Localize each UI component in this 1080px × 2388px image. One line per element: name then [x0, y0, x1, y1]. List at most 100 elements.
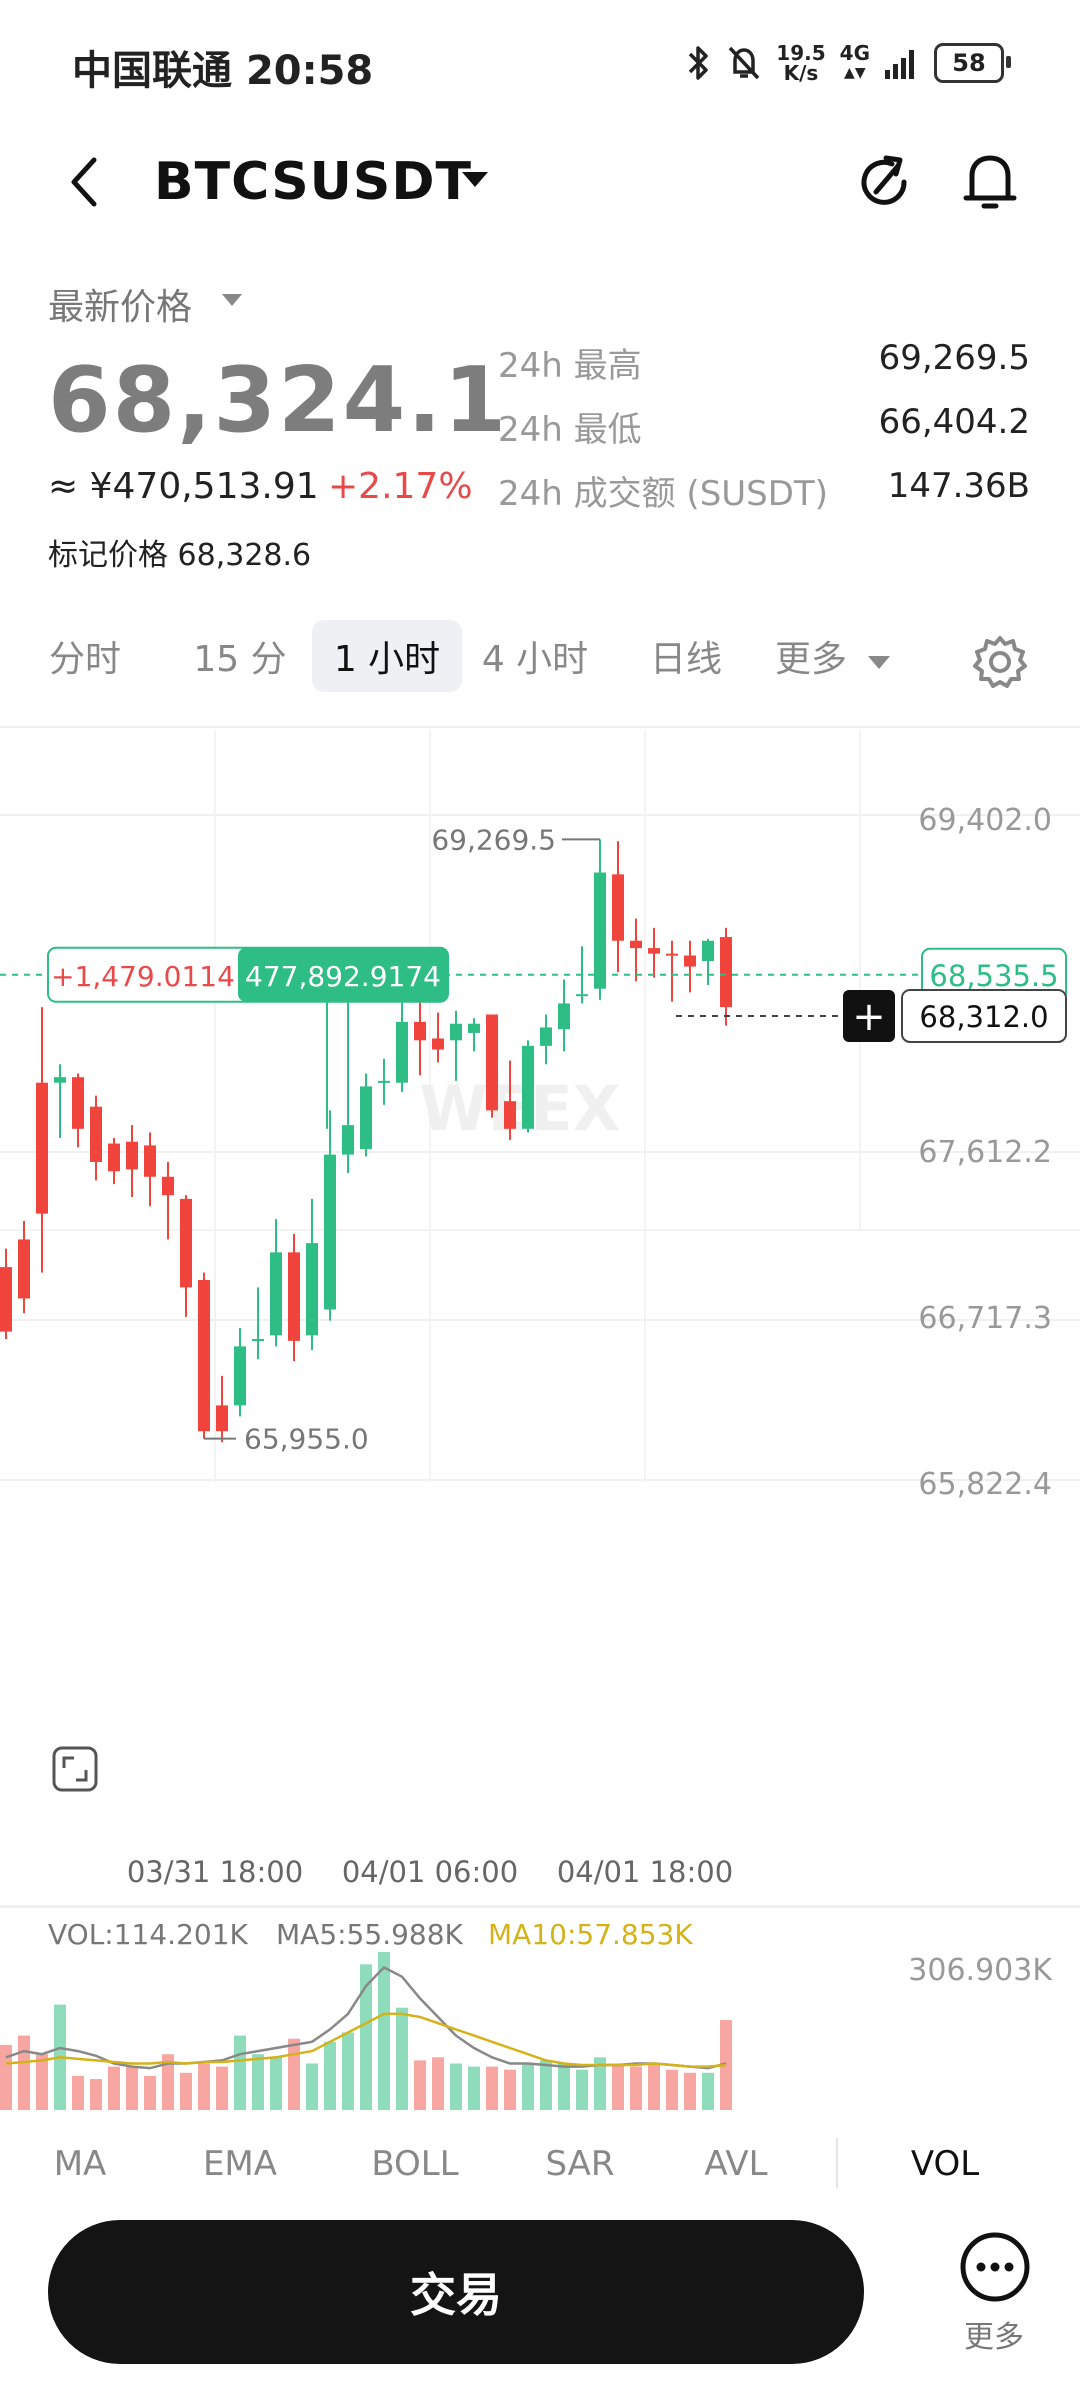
volume-bar	[648, 2063, 660, 2110]
indicator-ma[interactable]: MA	[53, 2144, 107, 2184]
volume-bar	[18, 2035, 30, 2110]
candle-body	[90, 1106, 102, 1162]
tab-15m[interactable]: 15 分	[193, 639, 287, 680]
volume-bar	[144, 2075, 156, 2110]
expand-icon-arrows	[62, 1756, 88, 1782]
volume-max-label: 306.903K	[908, 1953, 1053, 1988]
volume-bar	[162, 2054, 174, 2110]
x-axis-label: 03/31 18:00	[127, 1855, 303, 1889]
volume-top-divider	[0, 1906, 1080, 1908]
bell-icon[interactable]	[958, 148, 1022, 216]
high-price-label: 69,269.5	[431, 823, 556, 856]
status-icons: 19.5 K/s 4G ▲▼ 58	[686, 38, 1011, 88]
vol-legend: VOL:114.201K	[48, 1918, 249, 1951]
latest-price-caret-icon[interactable]	[222, 294, 242, 306]
ma5-legend: MA5:55.988K	[276, 1918, 464, 1951]
candle-body	[54, 1077, 66, 1083]
volume-bar	[360, 1964, 372, 2110]
candle-body	[288, 1252, 300, 1341]
candle-body	[594, 872, 606, 989]
volume-bar	[180, 2072, 192, 2110]
tab-1h[interactable]: 1 小时	[312, 620, 462, 692]
speed-unit: K/s	[783, 61, 819, 85]
stat-high-value: 69,269.5	[878, 338, 1030, 378]
expand-icon	[52, 1746, 98, 1792]
candle-body	[396, 1021, 408, 1083]
volume-bar	[36, 2054, 48, 2110]
ma10-line	[5, 2012, 727, 2068]
volume-bar	[540, 2060, 552, 2110]
last-price: 68,324.1	[48, 348, 509, 453]
candle-body	[648, 948, 660, 954]
mark-price-label: 标记价格	[48, 538, 168, 573]
volume-bar	[432, 2057, 444, 2110]
candle-body	[144, 1145, 156, 1177]
volume-bar	[396, 2007, 408, 2110]
network-label: 4G	[839, 41, 870, 65]
volume-bar	[270, 2057, 282, 2110]
y-axis-label: 69,402.0	[918, 803, 1052, 838]
tab-4h[interactable]: 4 小时	[481, 639, 589, 680]
volume-bar	[414, 2060, 426, 2110]
volume-bar	[558, 2063, 570, 2110]
more-dots-icon[interactable]	[950, 2222, 1040, 2312]
volume-bar	[486, 2066, 498, 2110]
gear-icon[interactable]	[972, 634, 1028, 690]
stat-turnover-label: 24h 成交额 (SUSDT)	[498, 474, 828, 514]
mute-bell-icon	[729, 46, 760, 80]
candlestick-chart[interactable]: WEEX 69,402.0 67,612.2 66,717.3 65,822.4 69,2…	[0, 730, 1080, 2130]
candle-body	[270, 1252, 282, 1336]
indicator-boll[interactable]: BOLL	[371, 2144, 459, 2184]
candle-body	[0, 1267, 12, 1332]
volume-bar	[630, 2066, 642, 2110]
candle-body	[702, 940, 714, 962]
candle-body	[306, 1243, 318, 1336]
volume-bar	[378, 1951, 390, 2110]
volume-bar	[198, 2063, 210, 2110]
status-bar: 中国联通 20:58 19.5 K/s 4G ▲▼ 58	[0, 0, 1080, 120]
candle-body	[378, 1080, 390, 1083]
pair-dropdown-caret-icon[interactable]	[462, 172, 488, 187]
candle-body	[180, 1198, 192, 1288]
chart-watermark: WEEX	[420, 1072, 621, 1145]
more-caret-icon[interactable]	[868, 656, 890, 669]
candle-body	[108, 1143, 120, 1172]
candle-body	[540, 1027, 552, 1046]
more-label[interactable]: 更多	[964, 2320, 1024, 2355]
x-axis-label: 04/01 18:00	[557, 1855, 733, 1889]
indicator-separator	[836, 2138, 838, 2188]
refresh-share-icon[interactable]	[852, 148, 916, 216]
candle-body	[522, 1045, 534, 1129]
volume-bar	[702, 2072, 714, 2110]
low-price-label: 65,955.0	[244, 1423, 369, 1456]
candle-body	[612, 874, 624, 941]
tab-more[interactable]: 更多	[774, 639, 847, 680]
back-arrow-icon[interactable]	[60, 152, 110, 212]
candle-body	[126, 1141, 138, 1170]
y-axis-label: 66,717.3	[918, 1301, 1052, 1336]
volume-bar	[450, 2063, 462, 2110]
pair-selector[interactable]: BTCSUSDT	[154, 152, 472, 212]
stat-low-label: 24h 最低	[498, 410, 642, 450]
volume-bar	[522, 2063, 534, 2110]
candle-body	[450, 1023, 462, 1041]
tab-daily[interactable]: 日线	[649, 639, 722, 680]
volume-bar	[594, 2057, 606, 2110]
indicator-avl[interactable]: AVL	[704, 2144, 768, 2184]
add-order-button	[843, 989, 895, 1042]
indicator-ema[interactable]: EMA	[202, 2144, 278, 2184]
candle-body	[162, 1176, 174, 1196]
indicator-vol[interactable]: VOL	[910, 2144, 980, 2184]
candle-body	[576, 994, 588, 997]
clock: 20:58	[245, 48, 374, 94]
ma10-legend: MA10:57.853K	[488, 1918, 693, 1951]
candle-body	[666, 953, 678, 956]
latest-price-label[interactable]: 最新价格	[48, 287, 193, 328]
volume-bar	[72, 2075, 84, 2110]
volume-bar	[288, 2038, 300, 2110]
tab-timeshare[interactable]: 分时	[48, 639, 121, 680]
mark-price: 标记价格 68,328.6	[48, 530, 311, 574]
indicator-sar[interactable]: SAR	[545, 2144, 615, 2184]
trade-button[interactable]: 交易	[48, 2220, 864, 2364]
volume-bar	[324, 2041, 336, 2110]
